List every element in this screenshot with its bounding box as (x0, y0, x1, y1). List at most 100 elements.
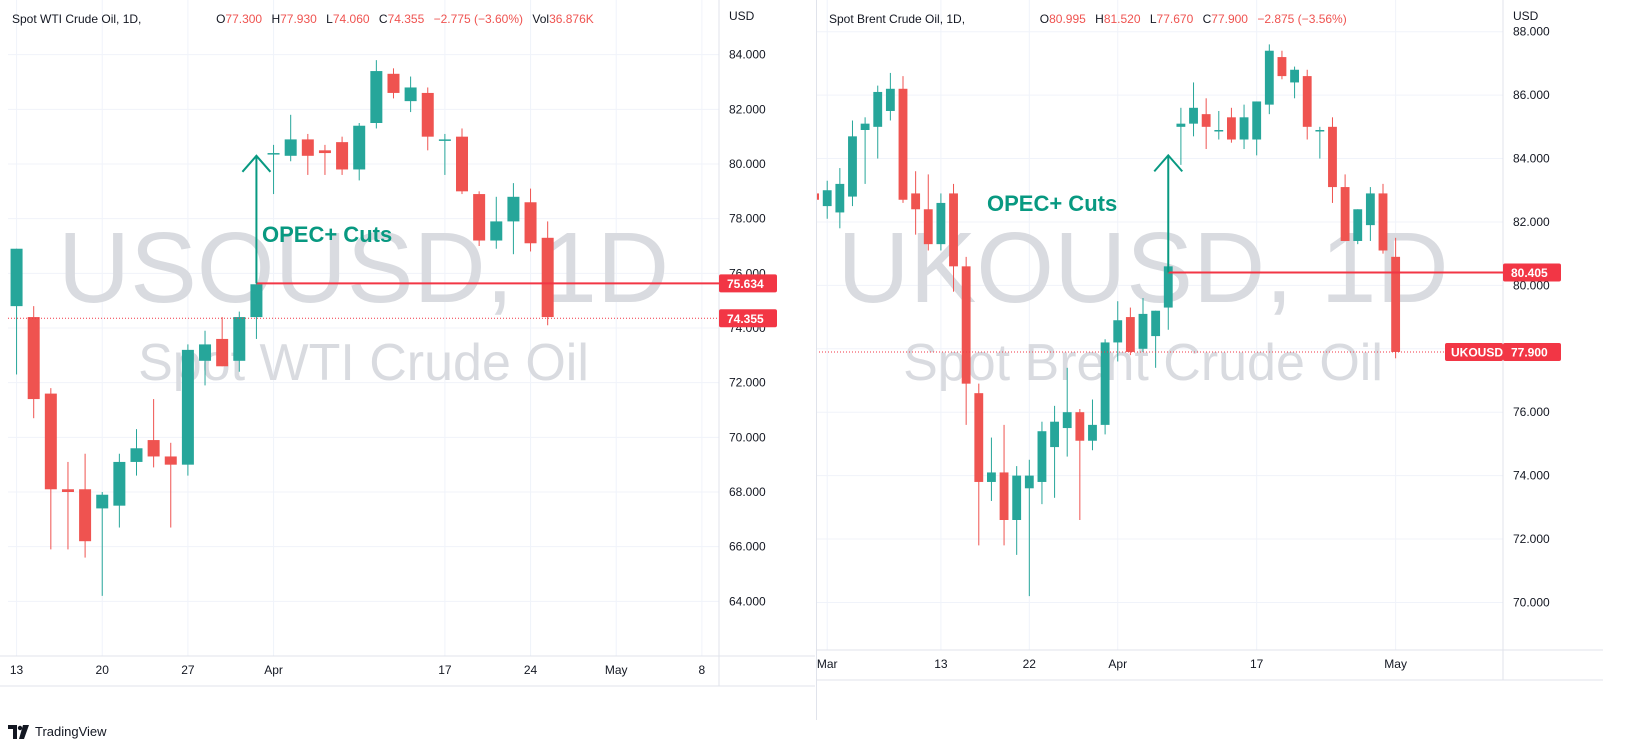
brent-annotation-arrowhead (1153, 153, 1184, 173)
wti-close: 74.355 (387, 12, 425, 26)
brent-candle-body (1113, 320, 1123, 343)
brent-x-tick-label: 22 (1023, 657, 1037, 671)
wti-chart-svg[interactable]: 64.00066.00068.00070.00072.00074.00076.0… (0, 0, 819, 720)
brent-high: 81.520 (1103, 12, 1141, 26)
brent-candle-body (873, 91, 883, 127)
tradingview-brand: TradingView (35, 724, 107, 739)
brent-candle-body (1302, 76, 1312, 127)
wti-candle-body (113, 461, 126, 506)
wti-candle-body (199, 344, 212, 361)
brent-candle-body (911, 193, 921, 210)
wti-candle-body (318, 150, 331, 154)
wti-y-tick-label: 84.000 (729, 48, 766, 62)
wti-candle-body (27, 317, 40, 400)
brent-x-tick-label: 13 (934, 657, 948, 671)
wti-candle-body (524, 202, 537, 244)
brent-candle-body (1340, 187, 1350, 241)
wti-x-tick-label: Apr (264, 663, 283, 677)
brent-candle-body (1365, 193, 1375, 226)
wti-candle-body (507, 196, 520, 222)
wti-price-tag (719, 309, 777, 328)
wti-x-tick-label: 24 (524, 663, 538, 677)
brent-candle-body (987, 472, 996, 482)
brent-candle-body (961, 266, 971, 384)
brent-candle-body (1290, 69, 1299, 83)
wti-candle-body (438, 139, 451, 141)
brent-y-tick-label: 76.000 (1513, 405, 1550, 419)
wti-price-tag-label: 75.634 (727, 277, 764, 291)
wti-candle-body (336, 142, 349, 170)
brent-symbol-tag-label: UKOUSD (1451, 345, 1503, 359)
brent-y-tick-label: 72.000 (1513, 532, 1550, 546)
wti-candle-body (10, 248, 23, 307)
brent-currency-label: USD (1513, 9, 1539, 23)
wti-candle-body (353, 125, 366, 170)
wti-candle-body (267, 153, 280, 155)
brent-candle-body (1163, 266, 1173, 308)
wti-currency-label: USD (729, 9, 755, 23)
brent-candle-body (1227, 117, 1236, 140)
wti-y-tick-label: 66.000 (729, 540, 766, 554)
wti-annotation-label: OPEC+ Cuts (262, 222, 392, 247)
brent-candle-body (848, 136, 857, 197)
wti-candle-body (216, 338, 229, 367)
brent-candle-body (1391, 256, 1401, 352)
brent-price-tag-label: 77.900 (1511, 345, 1548, 359)
brent-candle-body (1201, 114, 1211, 127)
brent-candle-body (1239, 117, 1249, 140)
brent-candle-body (1100, 342, 1110, 425)
brent-open: 80.995 (1049, 12, 1086, 26)
wti-candle-body (96, 494, 109, 509)
wti-open: 77.300 (225, 12, 263, 26)
brent-x-tick-label: 17 (1250, 657, 1264, 671)
wti-y-tick-label: 68.000 (729, 485, 766, 499)
brent-chart-panel[interactable]: 70.00072.00074.00076.00078.00080.00082.0… (783, 0, 1635, 720)
brent-candle-body (1214, 130, 1224, 132)
wti-x-tick-label: 17 (438, 663, 452, 677)
wti-y-tick-label: 82.000 (729, 102, 766, 116)
wti-y-tick-label: 80.000 (729, 157, 766, 171)
brent-legend: Spot Brent Crude Oil, 1D, O80.995 H81.52… (829, 12, 1347, 26)
brent-price-tag (1503, 342, 1561, 361)
wti-candle-body (147, 440, 160, 457)
brent-y-tick-label: 74.000 (1513, 469, 1550, 483)
wti-price-tag-label: 74.355 (727, 312, 764, 326)
brent-candle-body (1024, 475, 1034, 489)
brent-candle-body (1138, 313, 1148, 349)
brent-candle-body (885, 88, 895, 111)
wti-watermark-name: Spot WTI Crude Oil (138, 334, 589, 392)
brent-candle-body (1353, 209, 1363, 241)
tradingview-logo-icon (8, 724, 29, 739)
wti-candle-body (387, 73, 400, 93)
wti-candle-body (79, 489, 92, 542)
brent-price-tag (1503, 263, 1561, 282)
brent-candle-body (1176, 123, 1186, 127)
wti-high: 77.930 (280, 12, 317, 26)
wti-y-tick-label: 72.000 (729, 376, 766, 390)
brent-candle-body (1189, 107, 1198, 124)
wti-candle-body (284, 139, 297, 156)
tradingview-footer[interactable]: TradingView (8, 724, 107, 739)
brent-candle-body (835, 183, 845, 213)
brent-candle-body (1264, 50, 1274, 105)
brent-x-tick-label: Mar (817, 657, 838, 671)
wti-candle-body (456, 136, 469, 192)
brent-change: −2.875 (−3.56%) (1257, 12, 1347, 26)
wti-symbol-title: Spot WTI Crude Oil, 1D, (12, 12, 142, 26)
wti-change: −2.775 (−3.60%) (433, 12, 524, 26)
wti-candle-body (233, 317, 246, 361)
brent-candle-body (1151, 310, 1161, 337)
brent-candle-body (974, 393, 984, 482)
wti-watermark-ticker: USOUSD, 1D (58, 212, 669, 324)
wti-chart-panel[interactable]: 64.000 66.000 68.000 70.000 72.000 74.000 76.0… (0, 0, 819, 720)
brent-chart-svg[interactable]: 70.00072.00074.00076.00078.00080.00082.0… (783, 0, 1635, 720)
wti-candle-body (130, 448, 143, 462)
brent-y-tick-label: 82.000 (1513, 215, 1550, 229)
wti-candle-body (404, 87, 417, 102)
wti-y-tick-label: 70.000 (729, 430, 766, 444)
wti-x-tick-label: 27 (181, 663, 195, 677)
wti-candle-body (44, 393, 57, 490)
brent-candle-body (1315, 130, 1325, 132)
wti-x-tick-label: 20 (96, 663, 110, 677)
brent-candle-body (810, 193, 819, 200)
